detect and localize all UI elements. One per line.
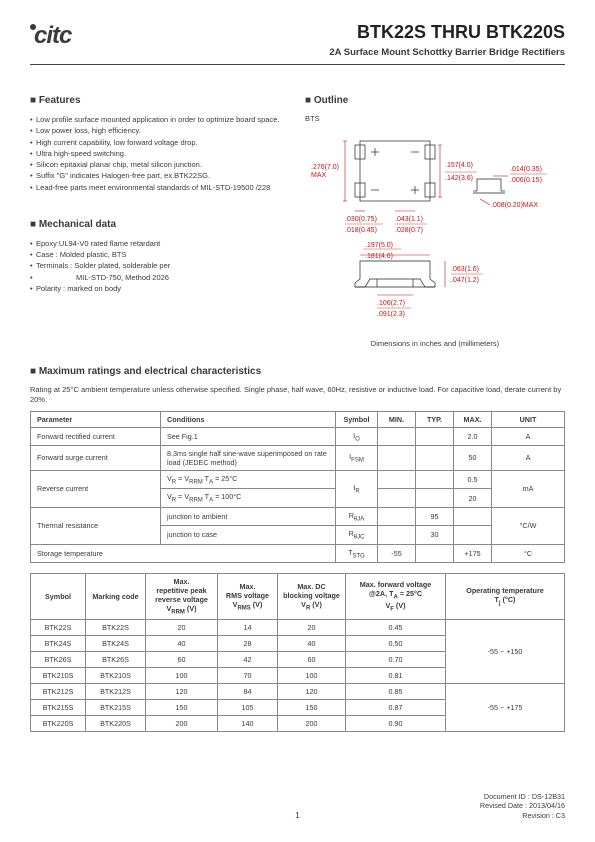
svg-text:.008(0.20)MAX: .008(0.20)MAX — [491, 202, 538, 209]
mech-heading: ■ Mechanical data — [30, 219, 285, 230]
svg-text:.181(4.6): .181(4.6) — [365, 253, 393, 260]
pkg-label: BTS — [305, 114, 565, 123]
th-typ: TYP. — [416, 411, 454, 427]
svg-text:.018(0.45): .018(0.45) — [345, 227, 377, 234]
table-row: BTK22S BTK22S 20 14 20 0.45 -55 ~ +150 — [31, 619, 565, 635]
revision: Revision : C3 — [480, 811, 565, 820]
th-vr: Max. DCblocking voltageVR (V) — [278, 574, 346, 619]
th-vf: Max. forward voltage@2A, TA = 25°CVF (V) — [346, 574, 446, 619]
table-row: Storage temperature TSTG -55 +175 °C — [31, 544, 565, 562]
feature-item: Suffix "G" indicates Halogen-free part, … — [30, 170, 285, 181]
svg-text:.006(0.15): .006(0.15) — [510, 177, 542, 184]
features-list: Low profile surface mounted application … — [30, 114, 285, 193]
table-row: Forward surge current 8.3ms single half … — [31, 445, 565, 470]
th-min: MIN. — [378, 411, 416, 427]
mech-item: Polarity : marked on body — [30, 283, 285, 294]
mech-item: Epoxy:UL94-V0 rated flame retardant — [30, 238, 285, 249]
mech-list: Epoxy:UL94-V0 rated flame retardant Case… — [30, 238, 285, 294]
svg-text:.142(3.6): .142(3.6) — [445, 175, 473, 182]
outline-heading: ■ Outline — [305, 95, 565, 106]
table-row: Thermal resistance junction to ambient R… — [31, 507, 565, 525]
features-heading: ■ Features — [30, 95, 285, 106]
th-param: Parameter — [31, 411, 161, 427]
parts-table: Symbol Marking code Max.repetitive peakr… — [30, 573, 565, 731]
ratings-note: Rating at 25°C ambient temperature unles… — [30, 385, 565, 405]
th-tj: Operating temperatureTj (°C) — [446, 574, 565, 619]
feature-item: High current capability, low forward vol… — [30, 137, 285, 148]
header-rule — [30, 64, 565, 65]
feature-item: Silicon epitaxial planar chip, metal sil… — [30, 159, 285, 170]
svg-text:.047(1.2): .047(1.2) — [451, 277, 479, 284]
th-sym2: Symbol — [31, 574, 86, 619]
rev-date: Revised Date : 2013/04/16 — [480, 801, 565, 810]
header: citc BTK22S THRU BTK220S 2A Surface Moun… — [30, 22, 565, 58]
logo-text: citc — [34, 22, 71, 49]
svg-text:.197(5.0): .197(5.0) — [365, 242, 393, 249]
doc-id: Document ID : DS-12B31 — [480, 792, 565, 801]
mech-item: Terminals : Solder plated, solderable pe… — [30, 260, 285, 271]
feature-item: Low power loss, high efficiency. — [30, 125, 285, 136]
dim-caption: Dimensions in inches and (millimeters) — [305, 339, 565, 348]
mech-sub: MIL-STD-750, Method 2026 — [30, 272, 285, 283]
feature-item: Ultra high-speed switching. — [30, 148, 285, 159]
th-vrrm: Max.repetitive peakreverse voltageVRRM (… — [146, 574, 218, 619]
table-row: Forward rectified current See Fig.1 IO 2… — [31, 427, 565, 445]
th-vrms: Max.RMS voltageVRMS (V) — [218, 574, 278, 619]
feature-item: Low profile surface mounted application … — [30, 114, 285, 125]
svg-text:.157(4.0): .157(4.0) — [445, 162, 473, 169]
svg-text:.028(0.7): .028(0.7) — [395, 227, 423, 234]
mech-item: Case : Molded plastic, BTS — [30, 249, 285, 260]
feature-item: Lead-free parts meet environmental stand… — [30, 182, 285, 193]
logo: citc — [30, 22, 71, 50]
th-cond: Conditions — [161, 411, 336, 427]
th-max: MAX. — [454, 411, 492, 427]
footer-meta: Document ID : DS-12B31 Revised Date : 20… — [480, 792, 565, 820]
table-row: BTK212S BTK212S 120 84 120 0.85 -55 ~ +1… — [31, 683, 565, 699]
ratings-table: Parameter Conditions Symbol MIN. TYP. MA… — [30, 411, 565, 564]
subtitle: 2A Surface Mount Schottky Barrier Bridge… — [329, 47, 565, 58]
th-unit: UNIT — [492, 411, 565, 427]
svg-text:.063(1.6): .063(1.6) — [451, 266, 479, 273]
outline-diagram: .276(7.0) MAX .157(4.0) .142(3.6) .030(0… — [305, 131, 565, 333]
table-row: Reverse current VR = VRRM TA = 25°C IR 0… — [31, 470, 565, 488]
main-title: BTK22S THRU BTK220S — [329, 22, 565, 43]
th-code: Marking code — [86, 574, 146, 619]
svg-text:.276(7.0): .276(7.0) — [311, 164, 339, 171]
ratings-heading: ■ Maximum ratings and electrical charact… — [30, 366, 565, 377]
svg-text:.091(2.3): .091(2.3) — [377, 311, 405, 318]
svg-text:.043(1.1): .043(1.1) — [395, 216, 423, 223]
svg-text:.030(0.75): .030(0.75) — [345, 216, 377, 223]
th-sym: Symbol — [336, 411, 378, 427]
svg-text:.106(2.7): .106(2.7) — [377, 300, 405, 307]
title-block: BTK22S THRU BTK220S 2A Surface Mount Sch… — [329, 22, 565, 58]
footer: Document ID : DS-12B31 Revised Date : 20… — [30, 792, 565, 820]
svg-text:.014(0.35): .014(0.35) — [510, 166, 542, 173]
svg-text:MAX: MAX — [311, 172, 327, 179]
